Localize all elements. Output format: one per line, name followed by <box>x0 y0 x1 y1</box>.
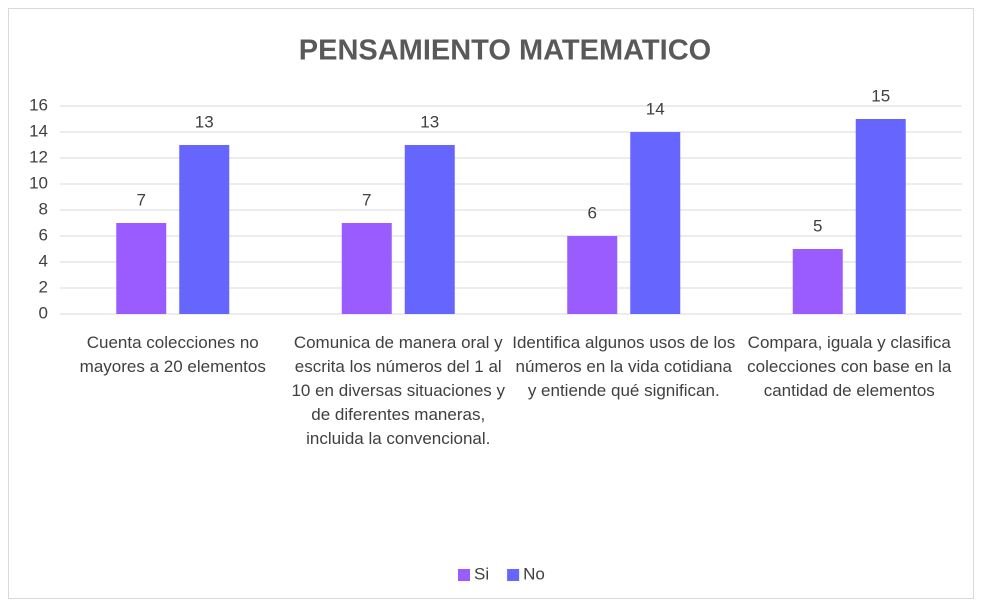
y-tick-label: 8 <box>39 199 48 218</box>
y-tick-label: 12 <box>29 147 48 166</box>
data-label: 7 <box>137 190 146 209</box>
legend-label: No <box>523 564 545 583</box>
data-label: 15 <box>871 86 890 105</box>
y-tick-label: 0 <box>39 303 48 322</box>
x-tick-label: Cuenta colecciones no mayores a 20 eleme… <box>79 333 266 376</box>
bar <box>855 119 906 314</box>
bar <box>179 145 230 314</box>
data-label: 6 <box>588 203 597 222</box>
y-tick-label: 14 <box>29 121 48 140</box>
y-tick-label: 4 <box>39 251 48 270</box>
bar <box>567 236 618 314</box>
y-tick-label: 2 <box>39 277 48 296</box>
x-tick-label: Identifica algunos usos de los números e… <box>512 333 736 400</box>
y-tick-label: 16 <box>29 95 48 114</box>
data-label: 7 <box>362 190 371 209</box>
x-tick-label: Comunica de manera oral y escrita los nú… <box>291 333 506 448</box>
y-tick-label: 10 <box>29 173 48 192</box>
x-tick-label: Compara, iguala y clasifica colecciones … <box>747 333 952 400</box>
bar <box>630 132 681 314</box>
data-label: 5 <box>813 216 822 235</box>
data-label: 14 <box>646 99 665 118</box>
bar <box>404 145 455 314</box>
data-label: 13 <box>420 112 439 131</box>
bar <box>792 249 843 314</box>
legend-swatch <box>507 569 520 581</box>
y-tick-label: 6 <box>39 225 48 244</box>
data-label: 13 <box>195 112 214 131</box>
bar <box>341 223 392 314</box>
chart-title: PENSAMIENTO MATEMATICO <box>299 35 711 67</box>
legend-label: Si <box>474 564 489 583</box>
bar <box>116 223 167 314</box>
legend-swatch <box>458 569 470 581</box>
